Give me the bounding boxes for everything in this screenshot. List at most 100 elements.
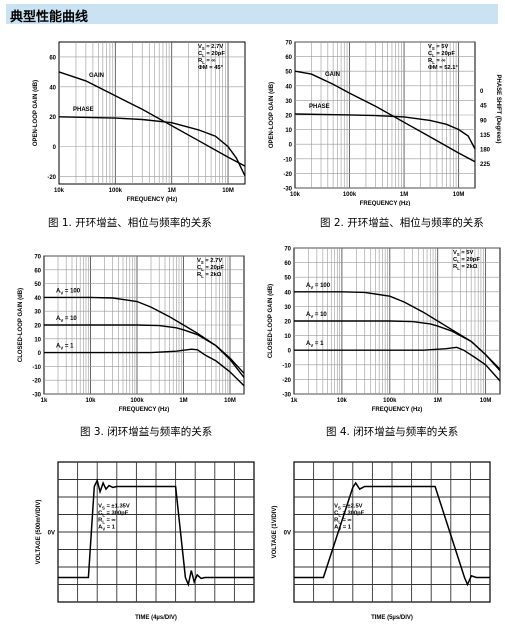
chart-fig4-closed-loop-gain: -30 -20 -10 0 10 20 30 40 50 60 70 1k 10k 100k 1M 10M FR… xyxy=(268,247,501,413)
legend-entry: VS = ±2.5V xyxy=(334,504,363,511)
y-axis-label: OPEN-LOOP GAIN (dB) xyxy=(269,82,275,148)
x-axis-label: FREQUENCY (Hz) xyxy=(372,407,423,413)
legend-entry: VS = 5V xyxy=(428,44,448,51)
y2-axis-label: PHASE SHIFT (Degrees) xyxy=(495,74,501,143)
legend-entry: VS = 2.7V xyxy=(198,44,223,51)
figure-caption-3: 图 3. 闭环增益与频率的关系 xyxy=(80,426,213,438)
legend-entry: VS = 2.7V xyxy=(197,258,222,265)
series-label: AV = 100 xyxy=(306,283,331,290)
y-tick-label: 70 xyxy=(34,255,41,261)
x-tick-label: 1M xyxy=(400,192,408,198)
legend-entry: VS = 5V xyxy=(453,250,473,257)
series-label: PHASE xyxy=(309,104,330,110)
y-tick-label: 60 xyxy=(284,261,291,267)
figure-caption-4: 图 4. 闭环增益与频率的关系 xyxy=(326,426,459,438)
y-tick-label: 60 xyxy=(285,55,292,61)
x-axis-label: FREQUENCY (Hz) xyxy=(360,201,411,206)
chart-scope2-step-response: 0V TIME (5µs/DIV) VOLTAGE (1V/DIV) VS = ±2.… xyxy=(272,461,491,621)
legend-entry: AV = 1 xyxy=(98,525,116,532)
legend-entry: RL = ∞ xyxy=(334,518,351,525)
y-axis-label: OPEN-LOOP GAIN (dB) xyxy=(33,80,39,146)
y-tick-label: 50 xyxy=(284,276,291,282)
y-tick-label: 60 xyxy=(49,55,56,61)
section-title: 典型性能曲线 xyxy=(10,10,89,25)
y-tick-label: -30 xyxy=(283,187,292,193)
series-line-0 xyxy=(58,71,246,167)
legend-entry: RL = ∞ xyxy=(98,518,115,525)
y-tick-label: -20 xyxy=(282,378,291,384)
legend-entry: ΦM = 52.1° xyxy=(428,65,458,71)
chart-fig1-open-loop-gain-phase: -20 0 20 40 60 10k 100k 1M 10M FREQUENCY (Hz) OPEN… xyxy=(33,41,246,203)
y-axis-label: VOLTAGE (1V/DIV) xyxy=(272,506,278,559)
y-tick-label: -10 xyxy=(283,157,292,163)
y-axis-label: VOLTAGE (500mV/DIV) xyxy=(36,500,42,565)
y-tick-label: -20 xyxy=(32,379,41,385)
y-tick-label: 20 xyxy=(49,115,56,121)
y-tick-label: 30 xyxy=(284,305,291,311)
chart-fig2-open-loop-gain-phase: -30 -20 -10 0 10 20 30 40 50 60 70 10k 100k 1M 10M FREQ… xyxy=(269,41,501,207)
series-label: AV = 1 xyxy=(56,344,74,351)
legend-entry: AV = 1 xyxy=(334,525,352,532)
legend-entry: VS = ±1.35V xyxy=(98,504,130,511)
y-tick-label: 70 xyxy=(284,247,291,253)
y2-tick-label: 135 xyxy=(480,133,491,139)
y-tick-label: 20 xyxy=(285,114,292,120)
legend-entry: RL = 2kΩ xyxy=(197,272,222,279)
series-line-1 xyxy=(58,116,246,177)
trace-line-0 xyxy=(294,481,490,587)
series-line-0 xyxy=(294,70,476,163)
x-tick-label: 100k xyxy=(109,188,123,194)
series-label: AV = 10 xyxy=(56,316,77,323)
y-tick-label: 60 xyxy=(34,268,41,274)
y-tick-label: 0 xyxy=(288,349,292,355)
plot-area xyxy=(58,41,246,185)
zero-volt-marker: 0V xyxy=(284,531,291,537)
x-tick-label: 100k xyxy=(343,192,357,198)
legend-entry: CL = 20pF xyxy=(198,51,225,58)
x-tick-label: 10M xyxy=(224,398,236,404)
y-tick-label: 30 xyxy=(285,99,292,105)
legend-entry: RL = ∞ xyxy=(198,58,215,65)
y-tick-label: -20 xyxy=(283,172,292,178)
chart-fig3-closed-loop-gain: -30 -20 -10 0 10 20 30 40 50 60 70 1k 10k 100k 1M 10M FR… xyxy=(18,255,245,413)
y-tick-label: 0 xyxy=(289,143,293,149)
y-tick-label: 70 xyxy=(285,41,292,47)
section-header: 典型性能曲线 xyxy=(6,4,498,25)
series-label: GAIN xyxy=(325,72,340,78)
x-axis-label: FREQUENCY (Hz) xyxy=(127,197,178,203)
x-tick-label: 10k xyxy=(337,398,348,404)
x-tick-label: 10M xyxy=(480,398,492,404)
y-tick-label: 40 xyxy=(34,296,41,302)
series-label: GAIN xyxy=(89,73,104,79)
x-axis-label: TIME (4µs/DIV) xyxy=(135,615,177,621)
x-tick-label: 1M xyxy=(168,188,176,194)
series-label: AV = 10 xyxy=(306,312,327,319)
legend-entry: CL = 20pF xyxy=(197,265,224,272)
y-tick-label: -30 xyxy=(282,393,291,399)
figure-caption-2: 图 2. 开环增益、相位与频率的关系 xyxy=(320,217,484,229)
y-tick-label: 50 xyxy=(285,70,292,76)
y-tick-label: -20 xyxy=(47,175,56,181)
y-tick-label: 10 xyxy=(285,128,292,134)
y-tick-label: 40 xyxy=(284,290,291,296)
legend-entry: ΦM = 45° xyxy=(198,65,224,71)
x-tick-label: 10k xyxy=(54,188,65,194)
series-line-2 xyxy=(294,346,501,382)
y-tick-label: 50 xyxy=(34,282,41,288)
series-label: AV = 100 xyxy=(56,288,81,295)
y-tick-label: 0 xyxy=(53,145,57,151)
series-label: PHASE xyxy=(73,107,94,113)
series-line-1 xyxy=(294,320,501,372)
x-tick-label: 10M xyxy=(222,188,234,194)
x-tick-label: 1k xyxy=(291,398,298,404)
series-line-1 xyxy=(44,324,245,378)
series-label: AV = 1 xyxy=(306,341,324,348)
y-tick-label: 10 xyxy=(284,334,291,340)
y-tick-label: 10 xyxy=(34,337,41,343)
y-axis-label: CLOSED-LOOP GAIN (dB) xyxy=(268,284,274,358)
y-tick-label: 40 xyxy=(285,84,292,90)
x-tick-label: 1M xyxy=(179,398,187,404)
x-tick-label: 10k xyxy=(290,192,301,198)
legend-entry: CL = 300pF xyxy=(334,511,365,518)
y2-tick-label: 0 xyxy=(480,89,484,95)
